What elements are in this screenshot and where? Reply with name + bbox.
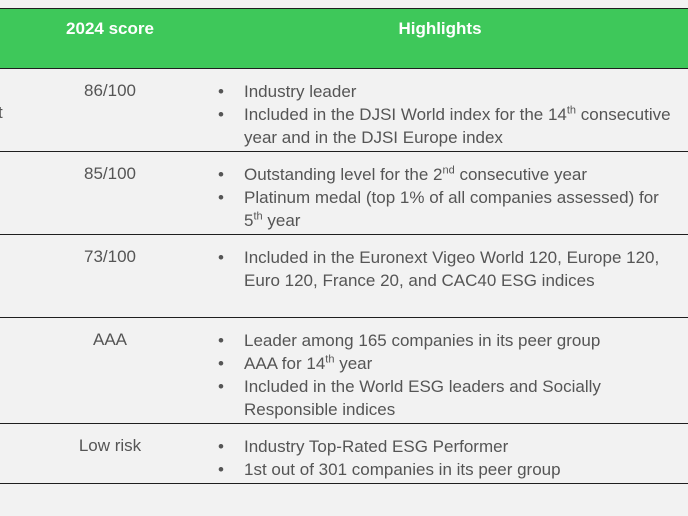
bullet-text: Included in the DJSI World index for the… [244, 105, 567, 124]
highlights-list: Industry Top-Rated ESG Performer 1st out … [218, 435, 678, 481]
bullet-text: Platinum medal (top 1% of all companies … [244, 188, 659, 230]
highlight-bullet: Included in the World ESG leaders and So… [218, 375, 678, 421]
bullet-text: year [334, 354, 373, 373]
bullet-text: consecutive year and in the DJSI Europe … [244, 105, 671, 147]
highlight-bullet: AAA for 14th year [218, 352, 678, 375]
highlights-list: Included in the Euronext Vigeo World 120… [218, 246, 678, 292]
ordinal-suffix: th [253, 210, 263, 223]
bullet-text: consecutive year [454, 165, 588, 184]
table-row: 85/100 Outstanding level for the 2nd con… [0, 152, 688, 235]
ordinal-suffix: th [566, 104, 577, 117]
score-cell: 85/100 [84, 164, 136, 183]
bullet-text: Outstanding level for the 2 [244, 165, 443, 184]
table-row: 86/100 t Industry leader Included in the … [0, 69, 688, 152]
bullet-text: Leader among 165 companies in its peer g… [244, 331, 601, 350]
highlight-bullet: Leader among 165 companies in its peer g… [218, 329, 678, 352]
highlights-list: Leader among 165 companies in its peer g… [218, 329, 678, 421]
highlight-bullet: Outstanding level for the 2nd consecutiv… [218, 163, 678, 186]
bullet-text: Industry Top-Rated ESG Performer [244, 437, 509, 456]
score-cell: Low risk [78, 436, 142, 455]
highlight-bullet: Included in the DJSI World index for the… [218, 103, 678, 149]
table-row: 73/100 Included in the Euronext Vigeo Wo… [0, 235, 688, 318]
table-header: 2024 score Highlights [0, 8, 688, 69]
highlight-bullet: 1st out of 301 companies in its peer gro… [218, 458, 678, 481]
truncated-label-text: t [0, 103, 3, 122]
bullet-text: year [262, 211, 301, 230]
score-cell: 73/100 [84, 247, 136, 266]
bullet-text: Included in the World ESG leaders and So… [244, 377, 601, 419]
score-column-header: 2024 score [66, 19, 154, 38]
highlights-list: Industry leader Included in the DJSI Worl… [218, 80, 678, 149]
score-cell: AAA [92, 330, 128, 349]
table-row: Low risk Industry Top-Rated ESG Performe… [0, 424, 688, 484]
highlight-bullet: Platinum medal (top 1% of all companies … [218, 186, 678, 232]
bullet-text: AAA for 14 [244, 354, 326, 373]
bullet-text: Included in the Euronext Vigeo World 120… [244, 248, 660, 290]
bullet-text: Industry leader [244, 82, 357, 101]
bullet-text: 1st out of 301 companies in its peer gro… [244, 460, 561, 479]
ordinal-suffix: nd [442, 164, 455, 177]
score-cell: 86/100 [84, 81, 136, 100]
highlights-list: Outstanding level for the 2nd consecutiv… [218, 163, 678, 232]
highlight-bullet: Industry Top-Rated ESG Performer [218, 435, 678, 458]
ordinal-suffix: th [325, 353, 335, 366]
highlights-column-header: Highlights [398, 19, 482, 38]
table-row: AAA Leader among 165 companies in its pe… [0, 318, 688, 424]
highlight-bullet: Industry leader [218, 80, 678, 103]
esg-ratings-table: 2024 score Highlights 86/100 t Industry … [0, 8, 688, 484]
highlight-bullet: Included in the Euronext Vigeo World 120… [218, 246, 678, 292]
